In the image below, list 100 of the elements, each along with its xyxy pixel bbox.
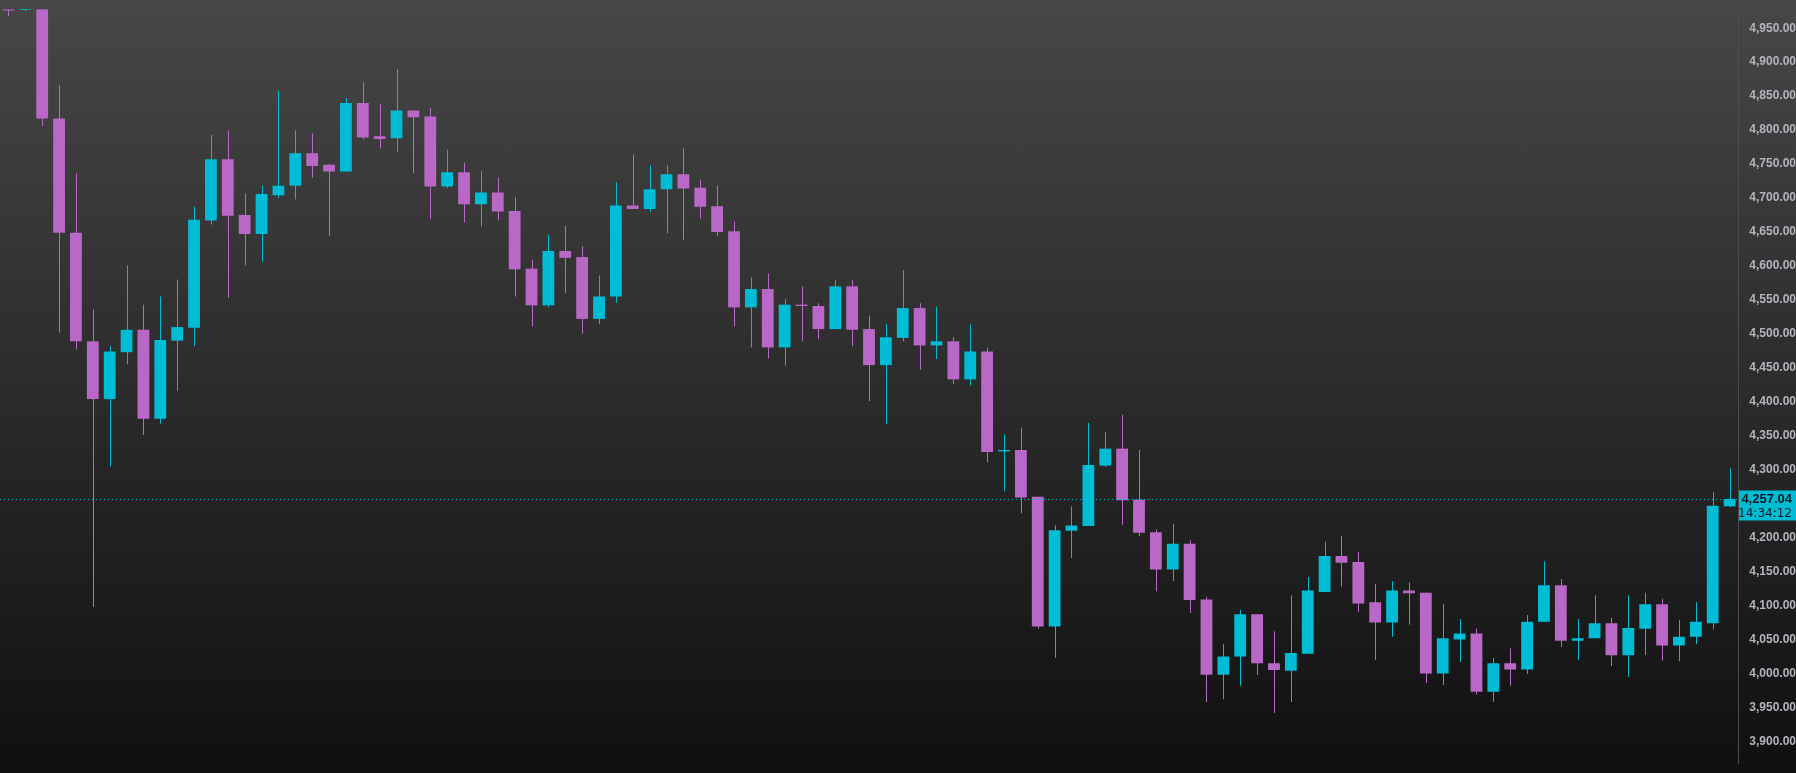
- y-tick-label: 4,500.00: [1749, 326, 1796, 341]
- y-tick-label: 4,550.00: [1749, 292, 1796, 307]
- candlestick: [1453, 618, 1466, 663]
- candlestick: [323, 163, 335, 237]
- candlestick: [306, 133, 319, 179]
- candlestick: [1521, 614, 1533, 675]
- candlestick: [896, 269, 909, 342]
- candlestick: [879, 323, 892, 425]
- candlestick: [289, 129, 302, 200]
- candlestick: [1217, 643, 1230, 700]
- candlestick: [1014, 427, 1027, 514]
- candlestick: [711, 185, 724, 237]
- candlestick: [609, 181, 622, 304]
- candlestick: [1386, 580, 1398, 638]
- y-tick-label: 3,950.00: [1749, 699, 1796, 714]
- candlestick: [340, 97, 352, 173]
- y-tick-label: 4,700.00: [1749, 190, 1796, 205]
- y-tick-label: 4,850.00: [1749, 88, 1796, 103]
- candlestick: [1538, 560, 1550, 623]
- candlestick: [593, 274, 605, 325]
- candlestick: [728, 221, 740, 327]
- y-tick-label: 4,750.00: [1749, 156, 1796, 171]
- candlestick: [1065, 505, 1078, 559]
- candlestick: [576, 245, 589, 335]
- candlestick: [424, 107, 437, 220]
- candlestick: [1673, 619, 1685, 662]
- candlestick: [1504, 647, 1517, 687]
- ref-line-label: 4,257.04: [1741, 491, 1793, 507]
- candlestick: [1689, 601, 1702, 645]
- y-tick-label: 4,150.00: [1749, 563, 1796, 578]
- candlestick: [761, 272, 774, 359]
- candlestick: [913, 302, 926, 371]
- candlestick: [778, 298, 791, 367]
- candlestick: [1352, 551, 1365, 613]
- candlestick: [1116, 414, 1129, 526]
- candlestick: [1284, 594, 1297, 703]
- candlestick: [1099, 431, 1112, 468]
- candlestick: [677, 147, 690, 241]
- candlestick: [1622, 594, 1635, 678]
- candlestick: [188, 206, 200, 347]
- candlestick: [508, 196, 521, 298]
- candlestick: [542, 234, 555, 308]
- y-tick-label: 4,400.00: [1749, 394, 1796, 409]
- candlestick: [441, 149, 454, 189]
- y-tick-label: 4,950.00: [1749, 20, 1796, 35]
- candlestick: [626, 154, 639, 210]
- candlestick: [947, 336, 960, 385]
- candlestick: [1554, 578, 1567, 648]
- candlestick: [694, 179, 707, 219]
- candlestick: [1268, 630, 1280, 714]
- candlestick: [1369, 583, 1382, 661]
- candlestick: [964, 323, 977, 386]
- candlestick: [86, 308, 99, 608]
- candlestick: [1048, 524, 1061, 659]
- candlestick: [1487, 657, 1500, 703]
- candlestick: [1183, 539, 1196, 614]
- y-tick-label: 4,050.00: [1749, 631, 1796, 646]
- candlestick: [205, 134, 217, 226]
- candlestick: [1639, 592, 1652, 656]
- candlestick: [103, 345, 116, 467]
- candlestick: [812, 302, 825, 340]
- y-tick-label: 4,100.00: [1749, 597, 1796, 612]
- y-tick-label: 3,900.00: [1749, 733, 1796, 748]
- candlestick: [171, 279, 184, 392]
- candlestick: [744, 276, 757, 348]
- candlestick: [70, 173, 82, 350]
- candlestick: [373, 103, 386, 149]
- candlestick: [863, 315, 875, 402]
- candlestick: [1133, 449, 1145, 537]
- candlestick: [154, 296, 167, 425]
- candlestick: [846, 279, 859, 347]
- candlestick: [1234, 609, 1247, 687]
- y-tick-label: 4,900.00: [1749, 54, 1796, 69]
- y-tick-label: 4,650.00: [1749, 224, 1796, 239]
- y-tick-label: 4,600.00: [1749, 258, 1796, 273]
- candlestick: [1149, 528, 1162, 592]
- y-tick-label: 4,350.00: [1749, 428, 1796, 443]
- candlestick: [1301, 576, 1314, 655]
- candlestick: [1656, 598, 1668, 662]
- y-tick-label: 4,450.00: [1749, 360, 1796, 375]
- y-tick-label: 4,200.00: [1749, 529, 1796, 544]
- candlestick: [1166, 523, 1179, 582]
- y-tick-label: 4,800.00: [1749, 122, 1796, 137]
- candlestick: [1419, 592, 1432, 684]
- candlestick: [1031, 496, 1044, 630]
- candlestick: [1251, 613, 1263, 676]
- y-tick-label: 4,300.00: [1749, 462, 1796, 477]
- candlestick: [238, 192, 251, 266]
- y-tick-label: 4,000.00: [1749, 665, 1796, 680]
- candlestick: [36, 8, 49, 127]
- candlestick: [221, 129, 234, 299]
- candlestick: [458, 162, 470, 223]
- candlestick: [53, 84, 65, 333]
- candlestick: [829, 279, 842, 330]
- candlestick: [643, 164, 656, 213]
- candlestick: [1436, 603, 1449, 686]
- candlestick: [981, 346, 994, 463]
- candlestick: [491, 177, 504, 221]
- candlestick: [356, 81, 369, 141]
- candlestick: [1571, 618, 1584, 661]
